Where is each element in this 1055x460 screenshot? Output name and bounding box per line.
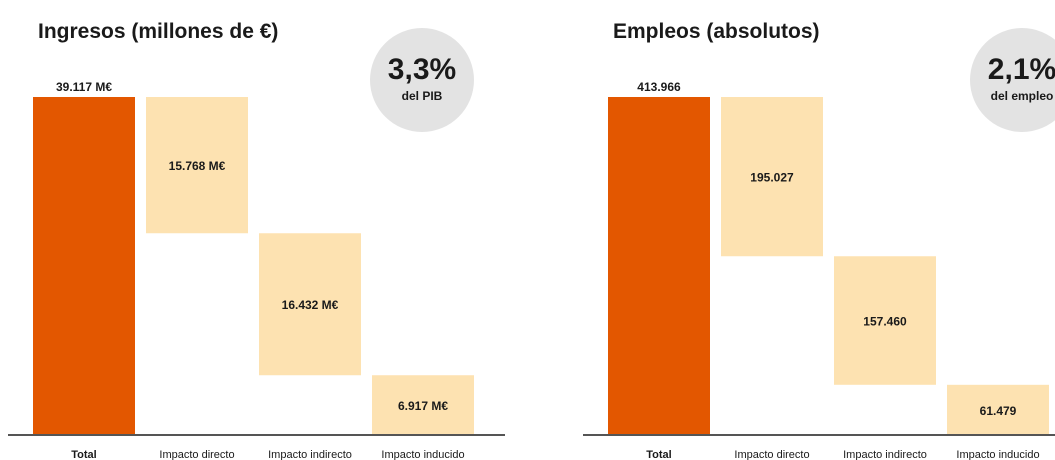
data-label-2: 16.432 M€ [282,298,339,312]
data-label-0: 39.117 M€ [56,80,112,94]
category-label-2: Impacto indirecto [843,449,927,460]
ingresos-panel: Ingresos (millones de €) 3,3% del PIB 39… [0,0,520,460]
chart-title: Empleos (absolutos) [613,20,820,43]
category-label-0: Total [71,449,96,460]
empleos-panel: Empleos (absolutos) 2,1% del empleo 413.… [575,0,1055,460]
bar-2 [259,233,361,376]
category-label-0: Total [646,449,671,460]
category-label-3: Impacto inducido [381,449,464,460]
bar-3 [947,384,1049,435]
pib-share-badge: 3,3% del PIB [370,28,474,132]
bar-2 [834,256,936,385]
data-label-0: 413.966 [637,80,681,94]
data-label-1: 15.768 M€ [169,159,226,173]
category-label-1: Impacto directo [734,449,809,460]
bar-1 [146,97,248,234]
employment-share-caption: del empleo [990,89,1054,103]
bar-3 [372,375,474,435]
bar-0 [33,97,135,435]
empleos-waterfall-chart: 413.966 Total 195.027 Impacto directo 157.46… [583,80,1055,460]
data-label-2: 157.460 [863,315,907,329]
data-label-3: 61.479 [980,404,1017,418]
employment-share-badge: 2,1% del empleo [970,28,1055,132]
category-label-2: Impacto indirecto [268,449,352,460]
category-label-1: Impacto directo [159,449,234,460]
pib-share-value: 3,3% [387,53,457,86]
chart-title: Ingresos (millones de €) [38,20,279,43]
employment-share-value: 2,1% [987,53,1055,86]
category-label-3: Impacto inducido [956,449,1039,460]
ingresos-waterfall-chart: 39.117 M€ Total 15.768 M€ Impacto directo 16… [8,80,505,460]
bar-0 [608,97,710,435]
data-label-3: 6.917 M€ [398,399,448,413]
bar-1 [721,97,823,257]
pib-share-caption: del PIB [401,89,443,103]
data-label-1: 195.027 [750,171,794,185]
